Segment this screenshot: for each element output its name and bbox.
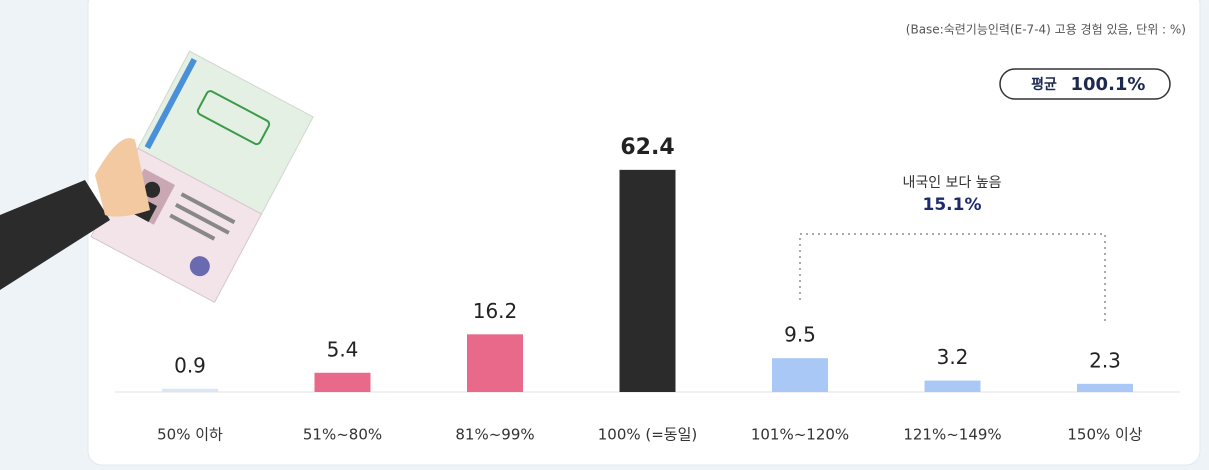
x-tick-label: 101%~120% bbox=[751, 426, 849, 444]
value-label: 2.3 bbox=[1089, 348, 1121, 372]
bar bbox=[620, 170, 676, 392]
x-tick-label: 100% (=동일) bbox=[598, 426, 698, 444]
page: (Base:숙련기능인력(E-7-4) 고용 경험 있음, 단위 : %) 평균… bbox=[0, 0, 1209, 470]
value-label: 16.2 bbox=[473, 299, 518, 323]
x-tick-label: 50% 이하 bbox=[157, 426, 223, 444]
bar bbox=[925, 381, 981, 392]
value-label: 9.5 bbox=[784, 323, 816, 347]
chart: (Base:숙련기능인력(E-7-4) 고용 경험 있음, 단위 : %) 평균… bbox=[0, 0, 1209, 470]
value-label: 5.4 bbox=[327, 337, 359, 361]
average-label: 평균 bbox=[1031, 76, 1057, 93]
bar bbox=[162, 389, 218, 392]
x-tick-label: 121%~149% bbox=[903, 426, 1001, 444]
bar bbox=[315, 373, 371, 392]
average-value: 100.1% bbox=[1071, 74, 1146, 95]
x-tick-label: 51%~80% bbox=[303, 426, 382, 444]
bar bbox=[1077, 384, 1133, 392]
x-tick-label: 150% 이상 bbox=[1067, 426, 1142, 444]
bar bbox=[772, 358, 828, 392]
bar bbox=[467, 334, 523, 392]
value-label: 0.9 bbox=[174, 353, 206, 377]
note: (Base:숙련기능인력(E-7-4) 고용 경험 있음, 단위 : %) bbox=[906, 23, 1186, 37]
annotation-text: 내국인 보다 높음 bbox=[902, 175, 1001, 191]
value-label: 62.4 bbox=[620, 135, 674, 160]
x-tick-label: 81%~99% bbox=[455, 426, 534, 444]
value-label: 3.2 bbox=[937, 345, 969, 369]
annotation-value: 15.1% bbox=[923, 195, 982, 215]
